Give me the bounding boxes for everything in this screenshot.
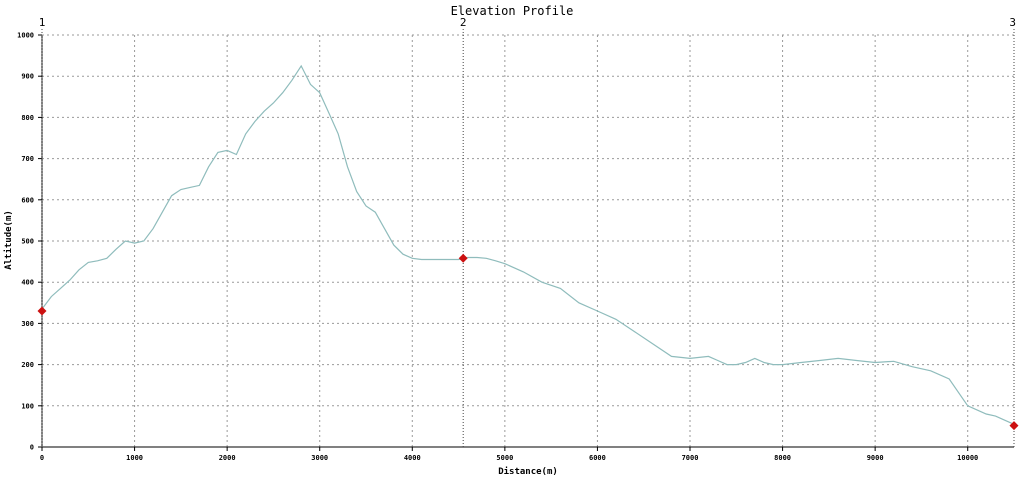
y-tick-label: 500	[21, 238, 34, 246]
waypoints: 1 2 3	[37, 16, 1019, 447]
x-tick-label: 3000	[311, 454, 328, 462]
x-tick-label: 4000	[404, 454, 421, 462]
waypoint-label: 3	[1009, 16, 1016, 29]
y-tick-label: 100	[21, 402, 34, 410]
y-tick-label: 800	[21, 114, 34, 122]
waypoint-marker	[1009, 421, 1019, 431]
x-tick-labels: 0 1000 2000 3000 4000 5000 6000 7000 8000 9000 100…	[40, 454, 978, 462]
y-axis-label: Altitude(m)	[3, 210, 14, 270]
x-tick-label: 10000	[957, 454, 978, 462]
waypoint-label: 2	[460, 16, 467, 29]
x-tick-label: 7000	[682, 454, 699, 462]
y-tick-label: 200	[21, 361, 34, 369]
y-tick-label: 1000	[17, 32, 34, 40]
x-axis-label: Distance(m)	[498, 466, 558, 477]
grid-lines	[42, 34, 1014, 447]
y-tick-label: 700	[21, 155, 34, 163]
x-tick-label: 1000	[126, 454, 143, 462]
chart-title: Elevation Profile	[451, 4, 574, 18]
waypoint-label: 1	[39, 16, 46, 29]
y-tick-label: 400	[21, 279, 34, 287]
x-tick-label: 2000	[219, 454, 236, 462]
x-tick-label: 9000	[867, 454, 884, 462]
y-tick-label: 0	[30, 444, 34, 452]
axes	[38, 34, 1014, 451]
x-tick-label: 6000	[589, 454, 606, 462]
series-group	[41, 64, 1015, 425]
y-tick-label: 300	[21, 320, 34, 328]
x-tick-label: 5000	[496, 454, 513, 462]
waypoint-marker	[458, 253, 468, 263]
x-tick-label: 0	[40, 454, 44, 462]
y-tick-label: 900	[21, 73, 34, 81]
y-tick-labels: 0 100 200 300 400 500 600 700 800 900 1000	[17, 32, 34, 452]
x-tick-label: 8000	[774, 454, 791, 462]
elevation-line	[41, 64, 1015, 425]
waypoint-marker	[37, 306, 47, 316]
y-tick-label: 600	[21, 196, 34, 204]
